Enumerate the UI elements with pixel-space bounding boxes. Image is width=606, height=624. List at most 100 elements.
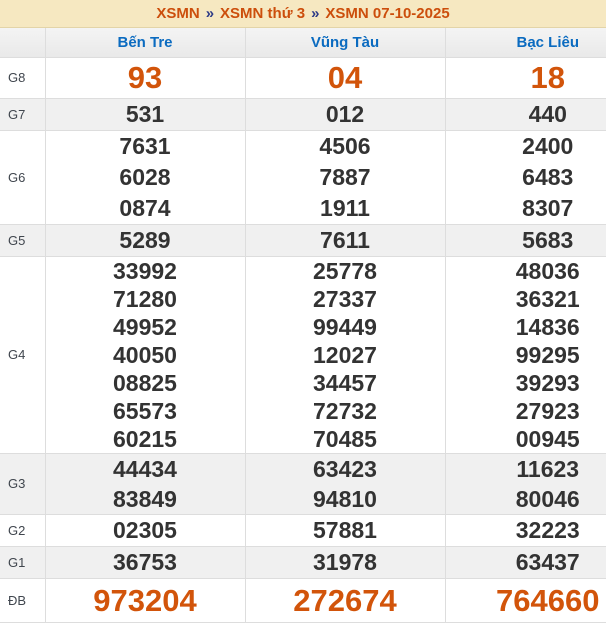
corner-cell: [0, 28, 46, 58]
table-row-g2: G2 02305 57881 32223: [0, 514, 606, 547]
prize-number: 7631: [119, 132, 171, 159]
breadcrumb-separator: »: [311, 5, 320, 22]
prize-number: 18: [530, 60, 565, 95]
result-cell: 7611: [244, 224, 446, 257]
prize-number: 71280: [113, 285, 177, 312]
prize-number: 12027: [313, 341, 377, 368]
result-cell: 25778 27337 99449 12027 34457 72732 7048…: [244, 256, 446, 454]
prize-number: 8307: [522, 194, 574, 221]
breadcrumb-link-xsmn-weekday[interactable]: XSMN thứ 3: [220, 5, 306, 22]
table-row-g4: G4 33992 71280 49952 40050 08825 65573 6…: [0, 256, 606, 454]
breadcrumb-link-xsmn[interactable]: XSMN: [156, 5, 200, 22]
prize-number: 36321: [515, 285, 580, 312]
prize-number: 93: [127, 60, 163, 95]
prize-label-g2: G2: [0, 514, 46, 547]
prize-number: 7887: [319, 163, 371, 190]
prize-number: 40050: [113, 341, 177, 368]
prize-number: 14836: [515, 313, 580, 340]
prize-number: 531: [125, 100, 165, 127]
result-cell: 272674: [244, 578, 446, 623]
breadcrumb: XSMN » XSMN thứ 3 » XSMN 07-10-2025: [0, 0, 606, 28]
result-cell: 44434 83849: [44, 453, 246, 515]
prize-number: 08825: [113, 369, 177, 396]
prize-number: 5683: [522, 226, 574, 253]
result-cell: 2400 6483 8307: [444, 130, 606, 225]
prize-number: 34457: [313, 369, 377, 396]
result-cell: 04: [244, 57, 446, 99]
result-cell: 531: [44, 98, 246, 131]
prize-number: 440: [528, 100, 567, 127]
prize-label-g8: G8: [0, 57, 46, 99]
prize-number: 4506: [319, 132, 371, 159]
prize-number: 72732: [313, 397, 377, 424]
prize-number: 39293: [515, 369, 580, 396]
prize-number: 49952: [113, 313, 177, 340]
prize-number: 36753: [113, 548, 177, 575]
result-cell: 7631 6028 0874: [44, 130, 246, 225]
result-cell: 02305: [44, 514, 246, 547]
prize-number: 973204: [93, 582, 197, 618]
result-cell: 57881: [244, 514, 446, 547]
prize-number: 5289: [119, 226, 171, 253]
prize-number: 63437: [515, 548, 580, 575]
result-cell: 63437: [444, 546, 606, 579]
table-row-g6: G6 7631 6028 0874 4506 7887 1911 2400 64…: [0, 130, 606, 225]
prize-number: 63423: [313, 455, 377, 482]
prize-number: 04: [327, 60, 363, 95]
prize-number: 65573: [113, 397, 177, 424]
column-header-bac-lieu: Bạc Liêu: [444, 28, 606, 58]
result-cell: 18: [444, 57, 606, 99]
table-row-db: ĐB 973204 272674 764660: [0, 578, 606, 623]
results-table-container: Bến Tre Vũng Tàu Bạc Liêu G8 93 04 18 G7…: [0, 28, 606, 623]
table-row-g5: G5 5289 7611 5683: [0, 224, 606, 257]
prize-number: 99295: [515, 341, 580, 368]
prize-label-g3: G3: [0, 453, 46, 515]
result-cell: 012: [244, 98, 446, 131]
breadcrumb-separator: »: [205, 5, 215, 22]
table-row-g8: G8 93 04 18: [0, 57, 606, 99]
prize-label-g1: G1: [0, 546, 46, 579]
result-cell: 440: [444, 98, 606, 131]
prize-number: 48036: [515, 257, 580, 284]
prize-number: 83849: [113, 485, 177, 512]
lottery-results-table: Bến Tre Vũng Tàu Bạc Liêu G8 93 04 18 G7…: [0, 28, 606, 623]
result-cell: 5683: [444, 224, 606, 257]
prize-label-g5: G5: [0, 224, 46, 257]
result-cell: 32223: [444, 514, 606, 547]
prize-number: 764660: [496, 582, 600, 618]
prize-number: 25778: [313, 257, 377, 284]
prize-label-g7: G7: [0, 98, 46, 131]
result-cell: 36753: [44, 546, 246, 579]
table-row-g3: G3 44434 83849 63423 94810 11623 80046: [0, 453, 606, 515]
prize-label-g4: G4: [0, 256, 46, 454]
result-cell: 31978: [244, 546, 446, 579]
column-header-vung-tau: Vũng Tàu: [244, 28, 446, 58]
prize-number: 1911: [320, 194, 370, 221]
prize-number: 27923: [515, 397, 580, 424]
result-cell: 4506 7887 1911: [244, 130, 446, 225]
prize-number: 02305: [113, 516, 177, 543]
prize-number: 0874: [119, 194, 171, 221]
result-cell: 93: [44, 57, 246, 99]
prize-number: 44434: [113, 455, 177, 482]
prize-number: 11623: [516, 455, 580, 482]
prize-number: 80046: [515, 485, 580, 512]
column-header-ben-tre: Bến Tre: [44, 28, 246, 58]
result-cell: 5289: [44, 224, 246, 257]
prize-number: 272674: [293, 582, 397, 618]
prize-number: 012: [325, 100, 365, 127]
prize-number: 6483: [522, 163, 574, 190]
prize-number: 2400: [522, 132, 574, 159]
prize-number: 27337: [313, 285, 377, 312]
prize-number: 70485: [313, 425, 377, 452]
prize-number: 31978: [313, 548, 377, 575]
result-cell: 63423 94810: [244, 453, 446, 515]
result-cell: 973204: [44, 578, 246, 623]
table-header-row: Bến Tre Vũng Tàu Bạc Liêu: [0, 28, 606, 58]
result-cell: 33992 71280 49952 40050 08825 65573 6021…: [44, 256, 246, 454]
prize-number: 99449: [313, 313, 377, 340]
breadcrumb-link-xsmn-date[interactable]: XSMN 07-10-2025: [325, 5, 450, 22]
prize-number: 94810: [313, 485, 377, 512]
table-row-g7: G7 531 012 440: [0, 98, 606, 131]
prize-number: 60215: [113, 425, 177, 452]
